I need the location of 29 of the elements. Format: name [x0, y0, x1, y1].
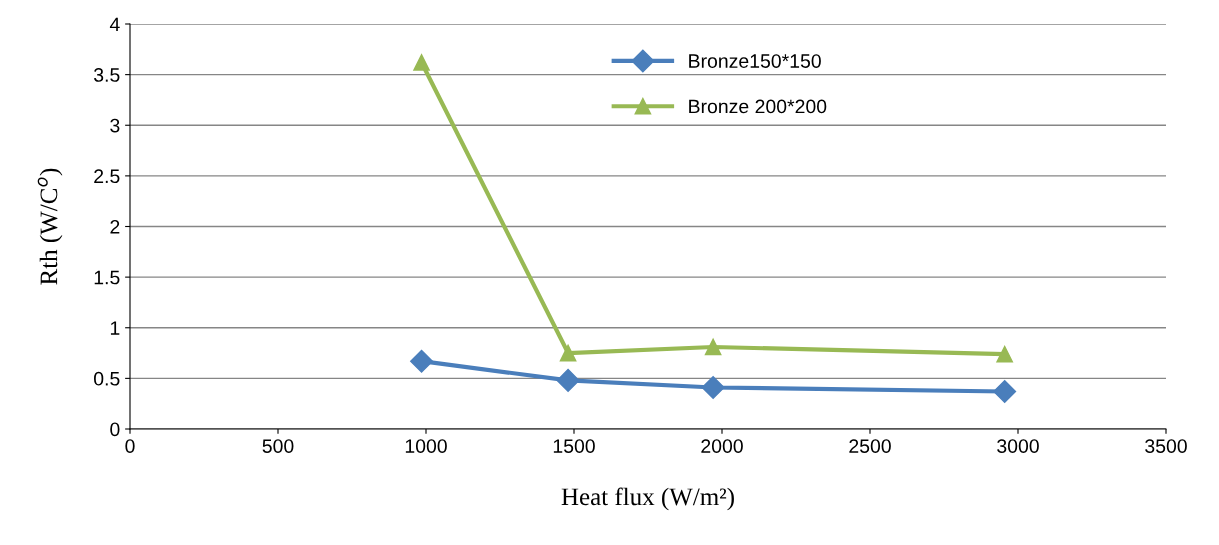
point — [410, 349, 434, 373]
x-tick-label: 2500 — [849, 439, 891, 453]
y-tick-label: 1.5 — [94, 270, 120, 285]
y-tick-label: 3.5 — [93, 68, 120, 82]
x-tick-label: 500 — [262, 439, 294, 453]
point — [556, 368, 580, 392]
y-tick-label: 4 — [109, 17, 120, 32]
y-tick-label: 2.5 — [94, 169, 120, 184]
point — [559, 344, 577, 362]
y-tick-label: 2 — [110, 219, 120, 234]
point — [996, 345, 1014, 363]
x-tick-label: 1500 — [553, 439, 595, 453]
point — [701, 375, 725, 399]
point — [993, 380, 1017, 404]
point — [413, 54, 430, 71]
x-tick-label: 3500 — [1145, 439, 1187, 453]
x-tick-label: 1000 — [405, 439, 447, 453]
legend-label: Bronze150*150 — [689, 54, 821, 68]
y-axis-title: Rth (W/C$^{o}$) — [37, 168, 63, 285]
y-tick-label: 3 — [110, 118, 120, 133]
x-tick-label: 0 — [125, 439, 135, 453]
x-axis-title: Heat flux (W/m²) — [561, 487, 734, 511]
x-tick-label: 2000 — [701, 439, 743, 453]
x-tick-label: 3000 — [997, 439, 1039, 453]
y-tick-label: 0 — [110, 422, 120, 437]
point — [704, 338, 722, 356]
legend-label: Bronze 200*200 — [689, 99, 827, 114]
y-tick-label: 0.5 — [94, 371, 120, 386]
y-tick-label: 1 — [110, 321, 120, 335]
